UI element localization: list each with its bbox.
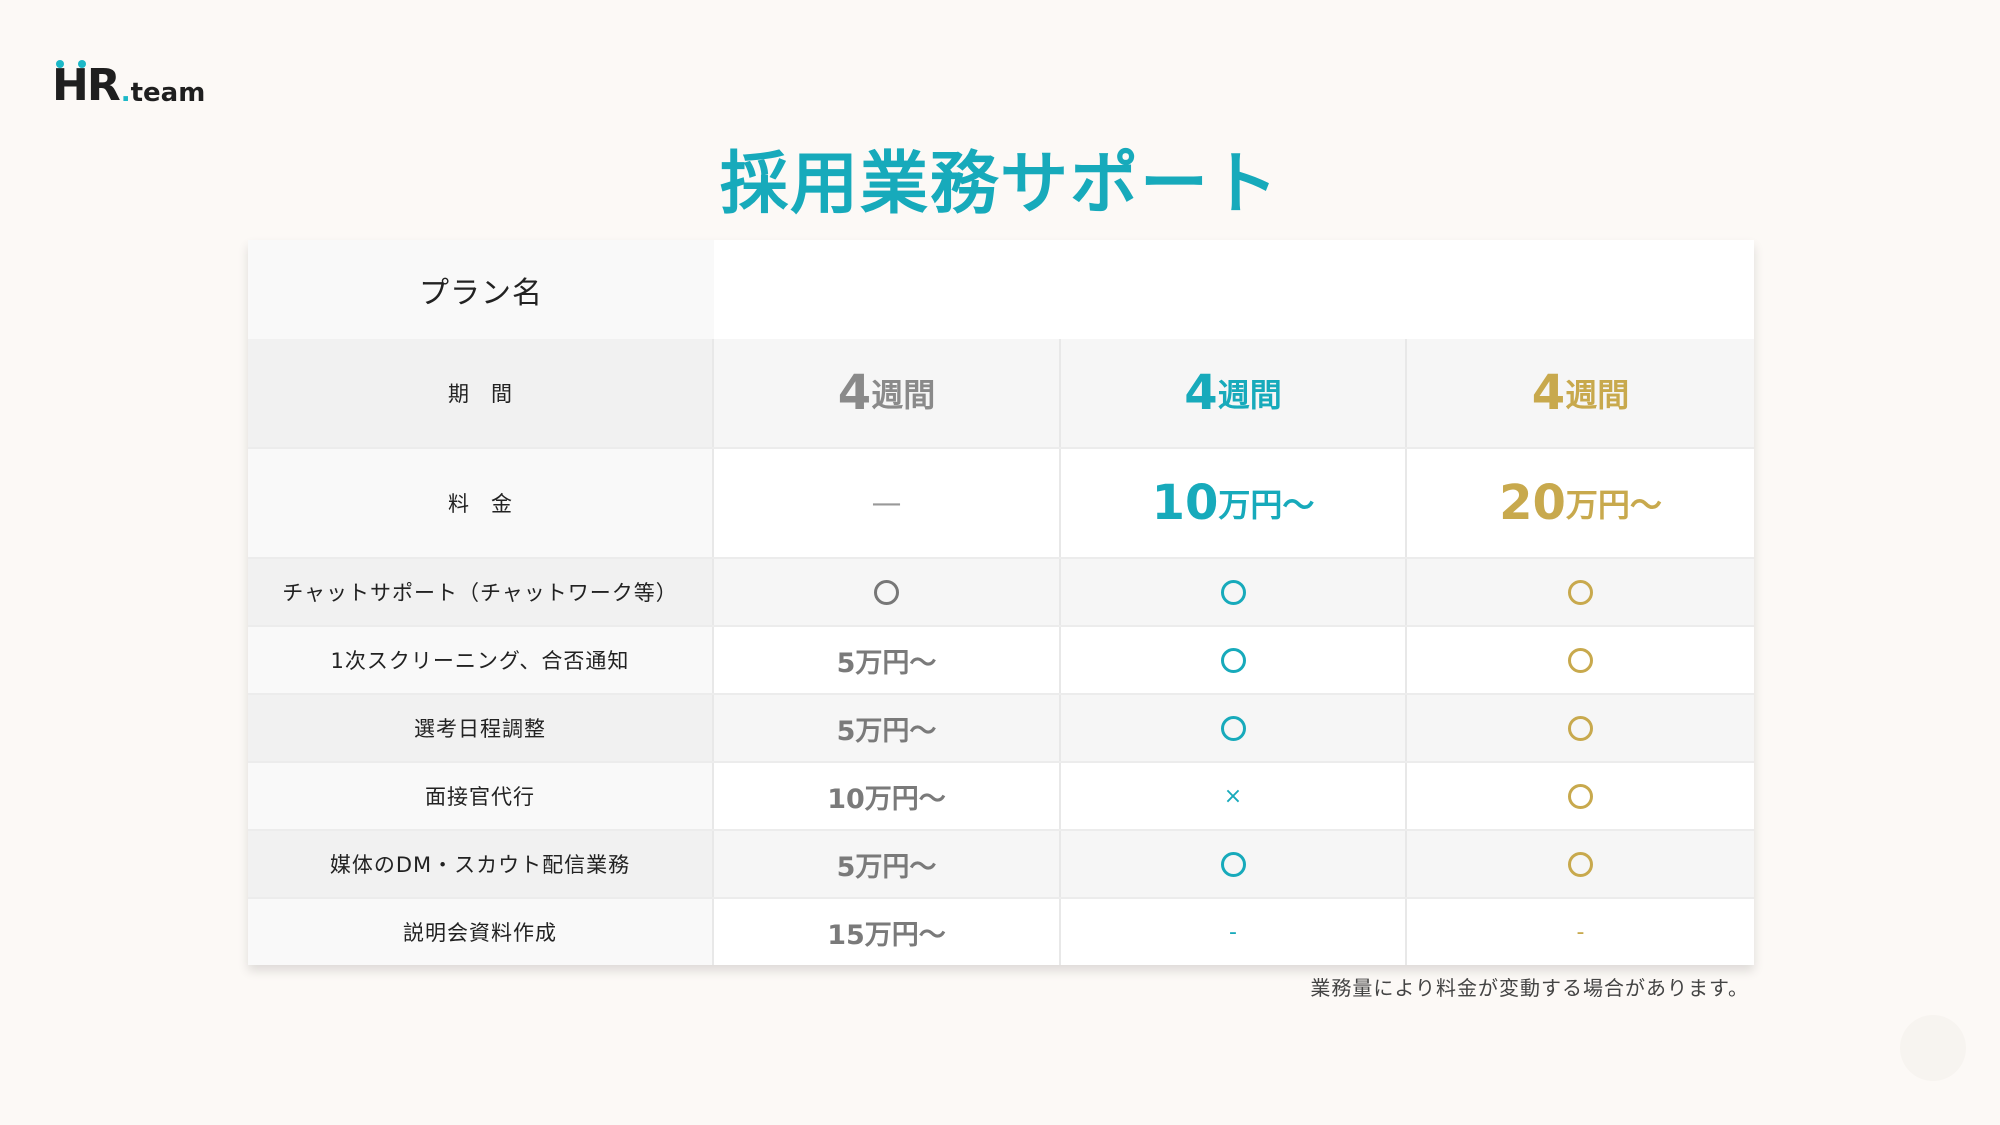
table-row: 面接官代行 10万円〜 × (248, 763, 1754, 831)
cell-standard (1061, 831, 1407, 897)
cell-advance (1407, 627, 1754, 693)
circle-icon (874, 579, 899, 605)
dash-icon: - (1229, 919, 1237, 945)
footnote: 業務量により料金が変動する場合があります。 (1310, 976, 1749, 1000)
circle-icon (1568, 579, 1593, 605)
cell-standard (1061, 695, 1407, 761)
cell-individual (714, 559, 1061, 625)
period-individual: 4 週間 (714, 339, 1061, 447)
table-row: 媒体のDM・スカウト配信業務 5万円〜 (248, 831, 1754, 899)
cell-standard: × (1061, 763, 1407, 829)
dash-icon: - (1576, 919, 1585, 945)
cross-icon: × (1223, 783, 1243, 809)
cell-individual: 10万円〜 (714, 763, 1061, 829)
circle-icon (1220, 579, 1246, 605)
circle-icon (1220, 851, 1246, 877)
row-label: チャットサポート（チャットワーク等） (248, 559, 714, 625)
table-row: 説明会資料作成 15万円〜 - - (248, 899, 1754, 965)
cell-standard (1061, 627, 1407, 693)
logo-mark: HR (52, 60, 121, 111)
header-individual: 個別料金 (714, 240, 1061, 339)
logo-dot-icon (56, 60, 64, 68)
circle-icon (1568, 851, 1593, 877)
header-plan-name: プラン名 (248, 240, 714, 339)
period-standard: 4 週間 (1061, 339, 1407, 447)
cell-advance: - (1407, 899, 1754, 965)
cell-advance (1407, 695, 1754, 761)
row-label: 期間 (248, 339, 714, 447)
header-advance: アドバンス (1407, 240, 1754, 339)
fee-advance: 20 万円〜 (1407, 449, 1754, 557)
table-row-fee: 料金 — 10 万円〜 20 万円〜 (248, 449, 1754, 559)
logo: HR .team (52, 58, 205, 108)
row-label: 料金 (248, 449, 714, 557)
circle-icon (1568, 783, 1593, 809)
logo-text: .team (120, 78, 206, 108)
cell-advance (1407, 559, 1754, 625)
circle-icon (1220, 647, 1246, 673)
row-label: 説明会資料作成 (248, 899, 714, 965)
circle-icon (1568, 647, 1593, 673)
row-label: 媒体のDM・スカウト配信業務 (248, 831, 714, 897)
cell-advance (1407, 763, 1754, 829)
plan-comparison-table: プラン名 個別料金 スタンダード アドバンス 期間 4 週間 4 週間 4 週間 料金… (248, 240, 1754, 965)
decorative-circle (1900, 1015, 1966, 1081)
fee-standard: 10 万円〜 (1061, 449, 1407, 557)
page-title: 採用業務サポート (719, 145, 1280, 224)
cell-advance (1407, 831, 1754, 897)
table-row: 1次スクリーニング、合否通知 5万円〜 (248, 627, 1754, 695)
header-standard: スタンダード (1061, 240, 1407, 339)
cell-individual: 15万円〜 (714, 899, 1061, 965)
table-row: 選考日程調整 5万円〜 (248, 695, 1754, 763)
row-label: 1次スクリーニング、合否通知 (248, 627, 714, 693)
table-row-period: 期間 4 週間 4 週間 4 週間 (248, 339, 1754, 449)
cell-individual: 5万円〜 (714, 695, 1061, 761)
cell-standard: - (1061, 899, 1407, 965)
table-header-row: プラン名 個別料金 スタンダード アドバンス (248, 240, 1754, 339)
row-label: 面接官代行 (248, 763, 714, 829)
circle-icon (1568, 715, 1593, 741)
period-advance: 4 週間 (1407, 339, 1754, 447)
fee-individual: — (714, 449, 1061, 557)
cell-individual: 5万円〜 (714, 627, 1061, 693)
table-row: チャットサポート（チャットワーク等） (248, 559, 1754, 627)
cell-individual: 5万円〜 (714, 831, 1061, 897)
row-label: 選考日程調整 (248, 695, 714, 761)
cell-standard (1061, 559, 1407, 625)
logo-dot-icon (78, 60, 86, 68)
circle-icon (1220, 715, 1246, 741)
